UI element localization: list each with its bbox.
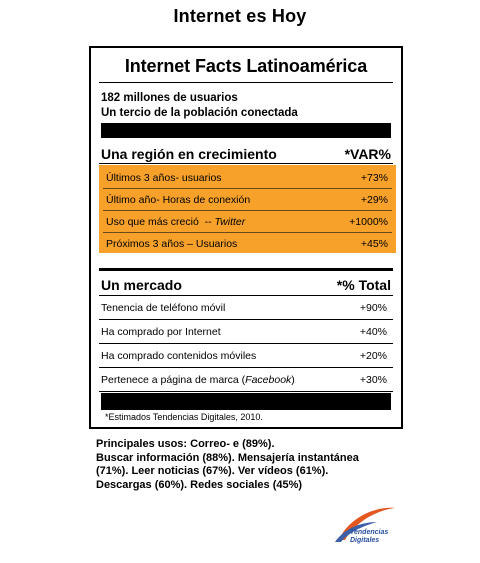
row-label-italic: Twitter: [214, 215, 246, 228]
row-value: +73%: [360, 171, 388, 184]
table-row: Pertenece a página de marca (Facebook) +…: [101, 370, 393, 390]
row-value: +90%: [359, 302, 387, 314]
row-divider: [99, 343, 393, 344]
row-label: Pertenece a página de marca (Facebook): [101, 374, 295, 386]
divider: [99, 163, 393, 164]
row-value: +45%: [360, 237, 388, 250]
table-row: Uso que más creció -- Twitter +1000%: [103, 211, 392, 232]
logo-line-1: Tendencias: [350, 529, 389, 536]
table-row: Ha comprado por Internet +40%: [101, 322, 393, 342]
row-divider: [99, 391, 393, 392]
row-label: Último año- Horas de conexión: [106, 193, 251, 206]
usos-line: Principales usos: Correo- e (89%).: [96, 438, 275, 450]
row-divider: [103, 210, 392, 211]
row-label: Tenencia de teléfono móvil: [101, 302, 226, 314]
growth-heading-right: *VAR%: [344, 146, 391, 162]
growth-table: Últimos 3 años- usuarios +73% Último año…: [99, 165, 396, 253]
row-value: +1000%: [349, 215, 388, 228]
logo-line-2: Digitales: [350, 537, 380, 544]
row-value: +40%: [359, 326, 387, 338]
divider: [99, 295, 393, 296]
usos-line: Buscar información (88%). Mensajería ins…: [96, 451, 359, 464]
row-label: Uso que más creció -- Twitter: [106, 216, 245, 228]
table-row: Ha comprado contenidos móviles +20%: [101, 346, 393, 366]
row-divider: [99, 367, 393, 368]
black-bar: [101, 123, 391, 138]
stat-users: 182 millones de usuarios: [101, 92, 238, 104]
row-label: Ha comprado por Internet: [101, 326, 221, 338]
usos-line: Descargas (60%). Redes sociales (45%): [96, 478, 303, 491]
usos-paragraph: Principales usos: Correo- e (89%). Busca…: [96, 438, 396, 492]
black-bar: [101, 393, 391, 410]
page-title: Internet es Hoy: [173, 6, 307, 26]
footnote: *Estimados Tendencias Digitales, 2010.: [105, 412, 263, 422]
row-label: Próximos 3 años – Usuarios: [106, 237, 238, 250]
divider: [99, 82, 393, 83]
row-divider: [99, 319, 393, 320]
usos-line: (71%). Leer noticias (67%). Ver vídeos (…: [96, 465, 329, 477]
tendencias-digitales-logo-icon: [335, 507, 395, 542]
table-row: Últimos 3 años- usuarios +73%: [103, 167, 392, 188]
table-row: Tenencia de teléfono móvil +90%: [101, 298, 393, 318]
thick-divider: [99, 268, 393, 271]
row-label-prefix: Uso que más creció --: [106, 215, 215, 228]
market-heading-right: *% Total: [336, 277, 391, 293]
row-label-italic: Facebook: [245, 374, 292, 386]
market-heading-label: Un mercado: [101, 277, 182, 293]
table-row: Último año- Horas de conexión +29%: [103, 189, 392, 210]
growth-heading: Una región en crecimiento *VAR%: [101, 146, 391, 162]
row-value: +30%: [359, 374, 387, 386]
row-label: Últimos 3 años- usuarios: [106, 171, 222, 184]
logo-text: Tendencias Digitales: [350, 529, 388, 545]
stat-connected: Un tercio de la población conectada: [101, 107, 298, 119]
row-value: +20%: [359, 350, 387, 362]
row-label: Ha comprado contenidos móviles: [101, 350, 257, 362]
facts-panel: Internet Facts Latinoamérica 182 millone…: [89, 46, 403, 429]
row-value: +29%: [360, 193, 388, 206]
row-label-prefix: Pertenece a página de marca (: [101, 374, 246, 386]
market-heading: Un mercado *% Total: [101, 277, 391, 293]
panel-title: Internet Facts Latinoamérica: [124, 56, 368, 76]
row-divider: [103, 188, 392, 189]
row-label-suffix: ): [291, 374, 295, 386]
growth-heading-label: Una región en crecimiento: [101, 146, 277, 162]
table-row: Próximos 3 años – Usuarios +45%: [103, 233, 392, 254]
row-divider: [103, 232, 392, 233]
